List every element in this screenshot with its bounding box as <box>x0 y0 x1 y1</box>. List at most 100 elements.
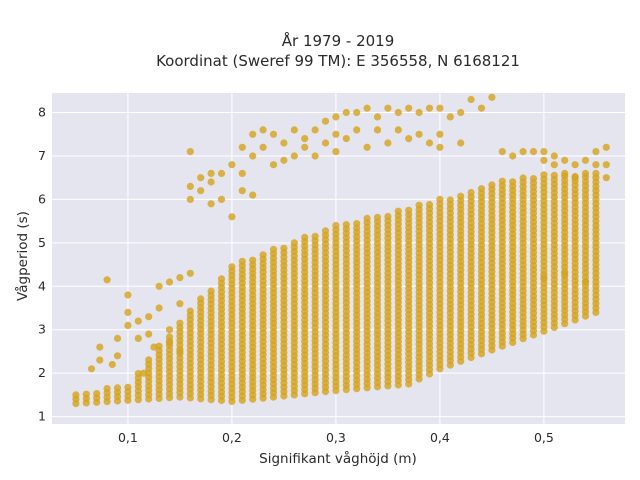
data-point <box>259 251 267 259</box>
data-point <box>207 287 215 295</box>
data-point <box>134 334 142 342</box>
data-point <box>155 304 163 312</box>
chart-title-line2: Koordinat (Sweref 99 TM): E 356558, N 61… <box>156 52 520 70</box>
data-point <box>238 143 246 151</box>
y-axis-label: Vågperiod (s) <box>14 211 31 301</box>
data-point <box>165 278 174 286</box>
data-point <box>280 156 288 164</box>
data-point <box>207 178 215 186</box>
data-point <box>280 244 288 252</box>
data-point <box>342 135 350 143</box>
data-point <box>269 130 278 138</box>
data-point <box>405 104 413 112</box>
y-tick-label: 8 <box>38 105 46 120</box>
data-point <box>108 360 116 369</box>
data-point <box>280 139 288 147</box>
data-point <box>394 207 402 215</box>
data-point <box>394 108 402 117</box>
data-point <box>571 174 579 182</box>
data-point <box>124 291 132 299</box>
data-point <box>238 169 246 177</box>
data-point <box>363 143 371 151</box>
data-point <box>176 347 184 356</box>
data-point <box>197 187 205 195</box>
data-point <box>269 245 278 253</box>
data-point <box>155 282 163 290</box>
data-point <box>72 391 80 399</box>
data-point <box>415 108 423 117</box>
x-tick-label: 0,2 <box>222 430 242 445</box>
x-tick-label: 0,3 <box>326 430 346 445</box>
data-point <box>384 104 392 112</box>
data-point <box>425 139 434 147</box>
data-point <box>373 113 382 121</box>
y-tick-label: 2 <box>38 365 46 380</box>
data-point <box>342 221 350 229</box>
y-tick-label: 1 <box>38 409 46 424</box>
data-point <box>145 356 153 364</box>
data-point <box>311 152 319 160</box>
data-point <box>592 169 600 177</box>
data-point <box>384 139 392 147</box>
data-point <box>446 113 454 121</box>
data-point <box>436 130 444 138</box>
data-point <box>321 139 330 147</box>
data-point <box>561 269 569 277</box>
data-point <box>353 126 361 134</box>
data-point <box>134 317 142 325</box>
data-point <box>321 117 330 125</box>
data-point <box>113 352 122 360</box>
data-point <box>103 385 111 393</box>
data-point <box>113 334 122 342</box>
data-point <box>311 232 319 240</box>
data-point <box>467 95 475 104</box>
data-point <box>571 161 579 169</box>
y-tick-label: 5 <box>38 235 46 250</box>
data-point <box>176 319 184 327</box>
data-point <box>405 135 413 143</box>
data-point <box>540 156 548 164</box>
data-point <box>290 152 298 160</box>
data-point <box>540 171 548 179</box>
data-point <box>529 175 538 183</box>
data-point <box>332 221 340 230</box>
data-point <box>540 274 548 282</box>
data-point <box>93 390 101 398</box>
x-tick-label: 0,4 <box>430 430 450 445</box>
data-point <box>550 152 558 160</box>
scatter-points <box>72 93 610 408</box>
data-point <box>405 206 413 214</box>
data-point <box>363 104 371 112</box>
data-point <box>457 108 465 117</box>
data-point <box>165 326 174 334</box>
data-point <box>581 278 590 286</box>
x-axis-label: Signifikant våghöjd (m) <box>259 450 417 467</box>
data-point <box>467 188 475 197</box>
data-point <box>228 213 236 221</box>
data-point <box>228 263 236 271</box>
data-point <box>561 156 569 164</box>
data-point <box>103 276 111 284</box>
data-point <box>207 169 215 177</box>
y-tick-label: 3 <box>38 322 46 337</box>
data-point <box>238 187 246 195</box>
data-point <box>519 174 527 182</box>
data-point <box>217 195 226 203</box>
data-point <box>249 191 257 199</box>
data-point <box>373 126 382 134</box>
data-point <box>87 365 96 373</box>
data-point <box>165 333 174 341</box>
data-point <box>602 174 610 182</box>
y-tick-label: 6 <box>38 191 46 206</box>
data-point <box>498 177 506 185</box>
y-tick-label: 7 <box>38 148 46 163</box>
data-point <box>436 104 444 112</box>
data-point <box>124 321 132 329</box>
data-point <box>519 148 527 156</box>
data-point <box>197 174 205 182</box>
data-point <box>228 161 236 169</box>
data-point <box>550 161 558 169</box>
data-point <box>134 370 142 378</box>
